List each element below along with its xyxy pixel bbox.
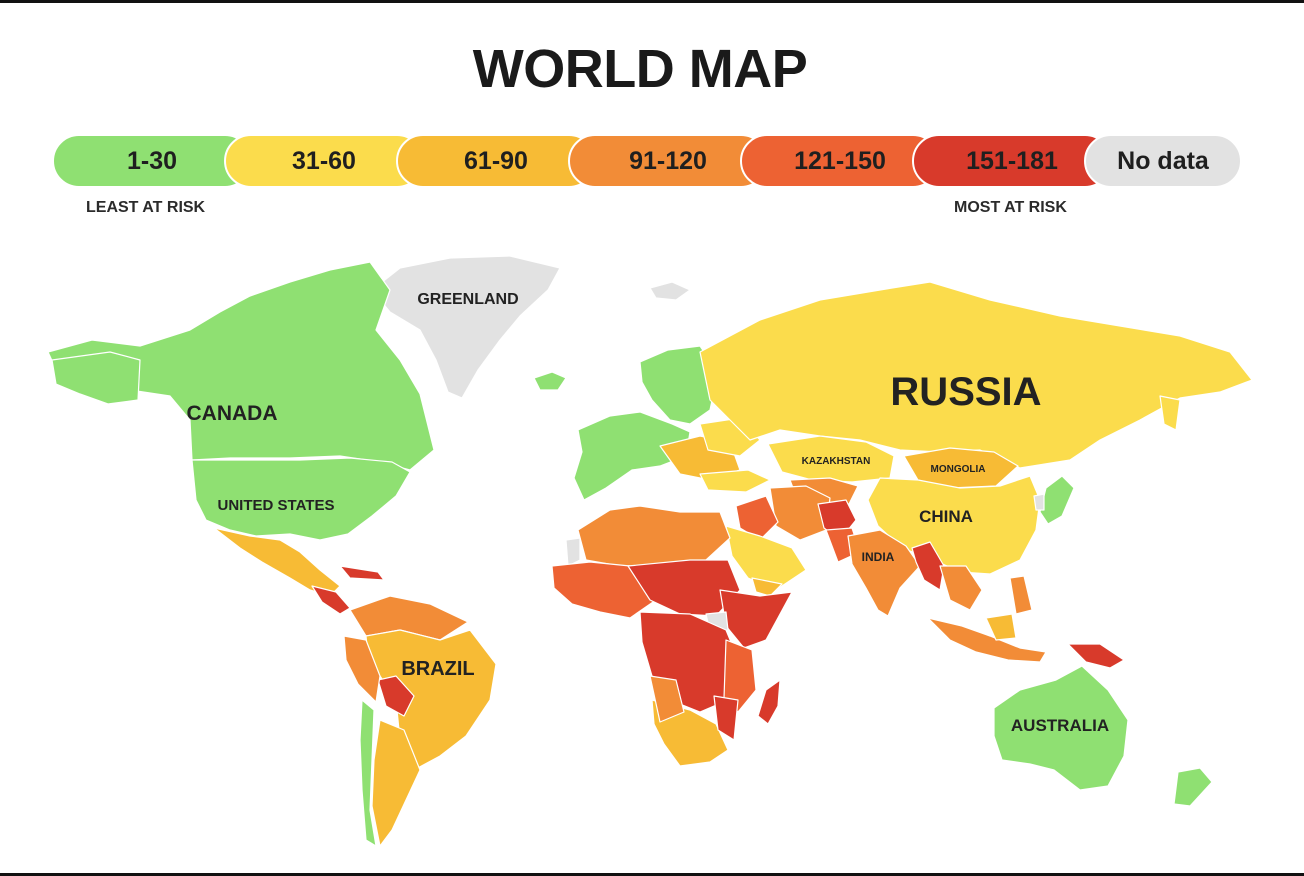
scandinavia-shape xyxy=(639,345,719,425)
legend-item-no-data: No data xyxy=(1084,134,1242,188)
horn-of-africa-shape xyxy=(719,589,793,649)
china-label: CHINA xyxy=(919,507,973,526)
kamchatka-shape xyxy=(1159,395,1181,431)
bottom-border xyxy=(0,873,1304,876)
philippines-shape xyxy=(1009,575,1033,615)
greenland-shape xyxy=(371,255,561,399)
arabia-shape xyxy=(725,525,807,591)
svalbard-shape xyxy=(649,281,691,301)
west-africa-shape xyxy=(551,561,661,619)
united-states-label: UNITED STATES xyxy=(218,497,335,514)
mozambique-shape xyxy=(713,695,739,741)
legend-item-1-30: 1-30 xyxy=(52,134,252,188)
legend-item-151-181: 151-181 xyxy=(912,134,1112,188)
myanmar-shape xyxy=(911,541,945,591)
borneo-shape xyxy=(985,613,1017,641)
australia-label: AUSTRALIA xyxy=(1011,716,1109,735)
bolivia-shape xyxy=(377,675,415,717)
top-border xyxy=(0,0,1304,3)
indonesia-shape xyxy=(927,617,1047,663)
legend-item-121-150: 121-150 xyxy=(740,134,940,188)
alaska-shape xyxy=(51,351,141,405)
india-shape xyxy=(847,529,921,617)
east-africa-shape xyxy=(723,639,757,713)
most-at-risk-label: MOST AT RISK xyxy=(954,199,1067,216)
russia-label: RUSSIA xyxy=(890,370,1041,414)
new-zealand-shape xyxy=(1173,767,1213,807)
iraq-syria-shape xyxy=(735,495,779,541)
southeast-asia-shape xyxy=(939,565,983,611)
western-sahara-shape xyxy=(565,537,581,567)
risk-legend: 1-30 31-60 61-90 91-120 121-150 151-181 … xyxy=(52,134,1242,188)
kazakhstan-label: KAZAKHSTAN xyxy=(802,456,871,467)
united-states-shape xyxy=(191,457,411,541)
korea-shape xyxy=(1033,493,1045,511)
greenland-label: GREENLAND xyxy=(417,291,518,308)
papua-new-guinea-shape xyxy=(1067,643,1125,669)
turkey-shape xyxy=(699,469,771,493)
canada-shape xyxy=(47,261,435,471)
legend-item-61-90: 61-90 xyxy=(396,134,596,188)
western-europe-shape xyxy=(573,411,691,501)
japan-shape xyxy=(1039,475,1075,525)
legend-item-91-120: 91-120 xyxy=(568,134,768,188)
australia-shape xyxy=(993,665,1129,791)
caribbean-shape xyxy=(339,565,385,581)
canada-label: CANADA xyxy=(187,402,278,425)
madagascar-shape xyxy=(757,679,781,725)
mongolia-label: MONGOLIA xyxy=(931,464,986,475)
iceland-shape xyxy=(533,371,567,391)
argentina-shape xyxy=(371,719,421,847)
central-america-shape xyxy=(311,585,351,615)
india-label: INDIA xyxy=(862,550,895,564)
angola-shape xyxy=(649,675,685,723)
russia-shape xyxy=(699,281,1253,469)
legend-item-31-60: 31-60 xyxy=(224,134,424,188)
peru-shape xyxy=(343,635,381,703)
brazil-label: BRAZIL xyxy=(401,658,474,680)
least-at-risk-label: LEAST AT RISK xyxy=(86,199,206,216)
north-africa-shape xyxy=(577,505,731,567)
mexico-shape xyxy=(213,527,341,597)
chile-shape xyxy=(359,699,377,847)
map-title: WORLD MAP xyxy=(472,39,808,99)
